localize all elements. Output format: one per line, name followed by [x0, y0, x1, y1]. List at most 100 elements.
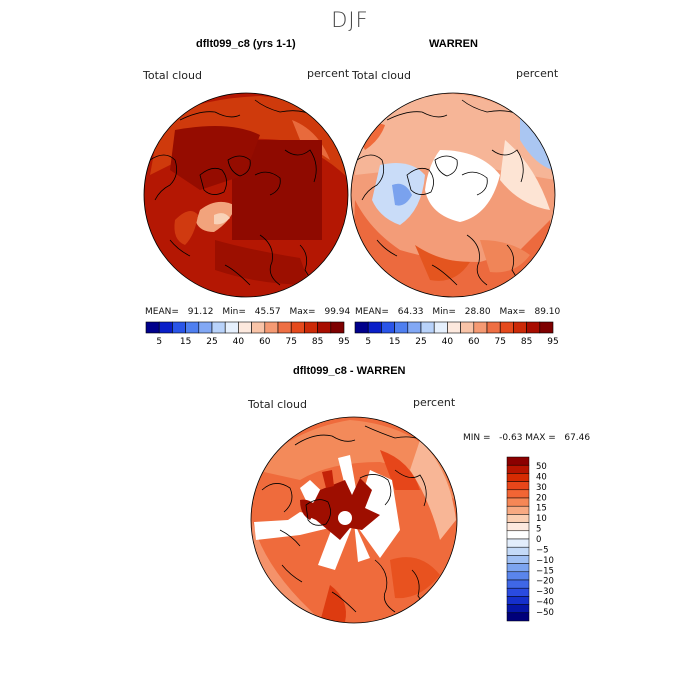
colorbar-swatch	[354, 321, 369, 334]
colorbar-swatch	[506, 538, 530, 548]
colorbar-tick-label: 20	[536, 493, 547, 503]
colorbar-tick-label: 85	[521, 337, 532, 347]
colorbar-swatch	[251, 321, 266, 334]
colorbar-tick-label: 60	[468, 337, 480, 347]
season-title: DJF	[331, 8, 369, 32]
min-value: 28.80	[464, 307, 491, 317]
diff-minmax: MIN = -0.63 MAX = 67.46	[463, 433, 591, 443]
colorbar-swatch	[506, 579, 530, 589]
colorbar-swatch	[394, 321, 409, 334]
colorbar-swatch	[381, 321, 395, 334]
colorbar-swatch	[407, 321, 422, 334]
colorbar-swatch	[290, 321, 305, 334]
colorbar-tick-label: 40	[536, 472, 547, 482]
colorbar-tick-label: 95	[338, 337, 349, 347]
colorbar-swatch	[506, 456, 530, 466]
colorbar-swatch	[460, 321, 475, 334]
max-label: Max=	[499, 307, 526, 317]
colorbar-swatch	[486, 321, 501, 334]
mean-label: MEAN=	[145, 307, 179, 317]
mean-label: MEAN=	[355, 307, 389, 317]
map-model	[143, 92, 349, 298]
colorbar-swatch	[211, 321, 226, 334]
colorbar-tick-label: −20	[536, 577, 554, 587]
mean-value: 64.33	[397, 307, 424, 317]
colorbar-swatch	[506, 530, 530, 540]
colorbar-tick-label: −40	[536, 598, 554, 608]
colorbar-swatch	[473, 321, 488, 334]
colorbar-obs: 5 15 25 40 60 75 85 95	[354, 321, 559, 347]
colorbar-tick-label: 85	[312, 337, 323, 347]
map-obs	[350, 92, 556, 298]
colorbar-swatch	[506, 505, 530, 515]
max-value: 99.94	[324, 307, 351, 317]
colorbar-tick-label: 40	[442, 337, 454, 347]
colorbar-tick-label: 25	[206, 337, 217, 347]
mean-value: 91.12	[187, 307, 214, 317]
colorbar-swatch	[238, 321, 252, 334]
variable-label-diff: Total cloud	[248, 398, 307, 411]
colorbar-swatch	[506, 612, 530, 622]
colorbar-tick-label: −10	[536, 556, 554, 566]
panel-title-model: dflt099_c8 (yrs 1-1)	[196, 38, 296, 50]
variable-label-obs: Total cloud	[352, 69, 411, 82]
colorbar-tick-label: 30	[536, 483, 547, 493]
colorbar-swatch	[198, 321, 213, 334]
colorbar-swatch	[172, 321, 186, 334]
colorbar-swatch	[506, 546, 530, 556]
colorbar-swatch	[506, 596, 530, 605]
colorbar-tick-label: 15	[536, 504, 547, 514]
colorbar-swatch	[506, 473, 530, 482]
colorbar-tick-label: 95	[547, 337, 558, 347]
map-diff	[250, 416, 458, 624]
colorbar-swatch	[433, 321, 448, 334]
colorbar-swatch	[506, 489, 530, 499]
colorbar-tick-label: 75	[285, 337, 296, 347]
colorbar-swatch	[224, 321, 239, 334]
colorbar-swatch	[506, 587, 530, 597]
colorbar-swatch	[330, 321, 345, 334]
colorbar-swatch	[447, 321, 461, 334]
colorbar-tick-label: 15	[389, 337, 400, 347]
colorbar-swatch	[526, 321, 541, 334]
colorbar-tick-label: 10	[536, 514, 547, 524]
units-label-diff: percent	[413, 396, 456, 409]
colorbar-swatch	[185, 321, 200, 334]
colorbar-swatch	[506, 522, 530, 532]
colorbar-swatch	[506, 497, 530, 507]
colorbar-swatch	[506, 563, 530, 573]
units-label-model: percent	[307, 67, 350, 80]
colorbar-tick-label: 75	[494, 337, 505, 347]
colorbar-swatch	[506, 571, 530, 581]
min-value: 45.57	[254, 307, 281, 317]
colorbar-swatch	[539, 321, 554, 334]
colorbar-swatch	[264, 321, 279, 334]
colorbar-swatch	[304, 321, 318, 334]
colorbar-tick-label: 0	[536, 535, 541, 545]
colorbar-swatch	[158, 321, 173, 334]
colorbar-swatch	[317, 321, 332, 334]
colorbar-swatch	[506, 555, 530, 564]
units-label-obs: percent	[516, 67, 559, 80]
colorbar-model: 5 15 25 40 60 75 85 95	[145, 321, 350, 347]
colorbar-swatch	[506, 464, 530, 474]
colorbar-swatch	[506, 481, 530, 491]
colorbar-tick-label: 15	[180, 337, 191, 347]
colorbar-tick-label: 25	[415, 337, 426, 347]
colorbar-swatch	[506, 604, 530, 614]
variable-label-model: Total cloud	[143, 69, 202, 82]
colorbar-tick-label: −30	[536, 587, 554, 597]
colorbar-tick-label: 60	[259, 337, 271, 347]
min-label: Min=	[432, 307, 456, 317]
colorbar-swatch	[277, 321, 292, 334]
panel-title-diff: dflt099_c8 - WARREN	[293, 365, 406, 377]
colorbar-tick-label: −50	[536, 608, 554, 618]
max-value: 89.10	[534, 307, 561, 317]
colorbar-tick-label: 50	[536, 462, 547, 472]
stats-model: MEAN= 91.12 Min= 45.57 Max= 99.94	[145, 307, 350, 317]
colorbar-tick-label: −15	[536, 566, 554, 576]
max-label: Max=	[289, 307, 316, 317]
colorbar-swatch	[367, 321, 382, 334]
